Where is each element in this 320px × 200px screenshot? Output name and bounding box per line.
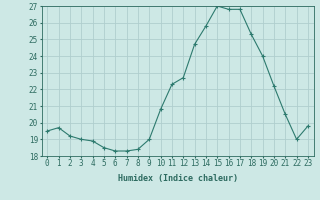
X-axis label: Humidex (Indice chaleur): Humidex (Indice chaleur): [118, 174, 237, 183]
